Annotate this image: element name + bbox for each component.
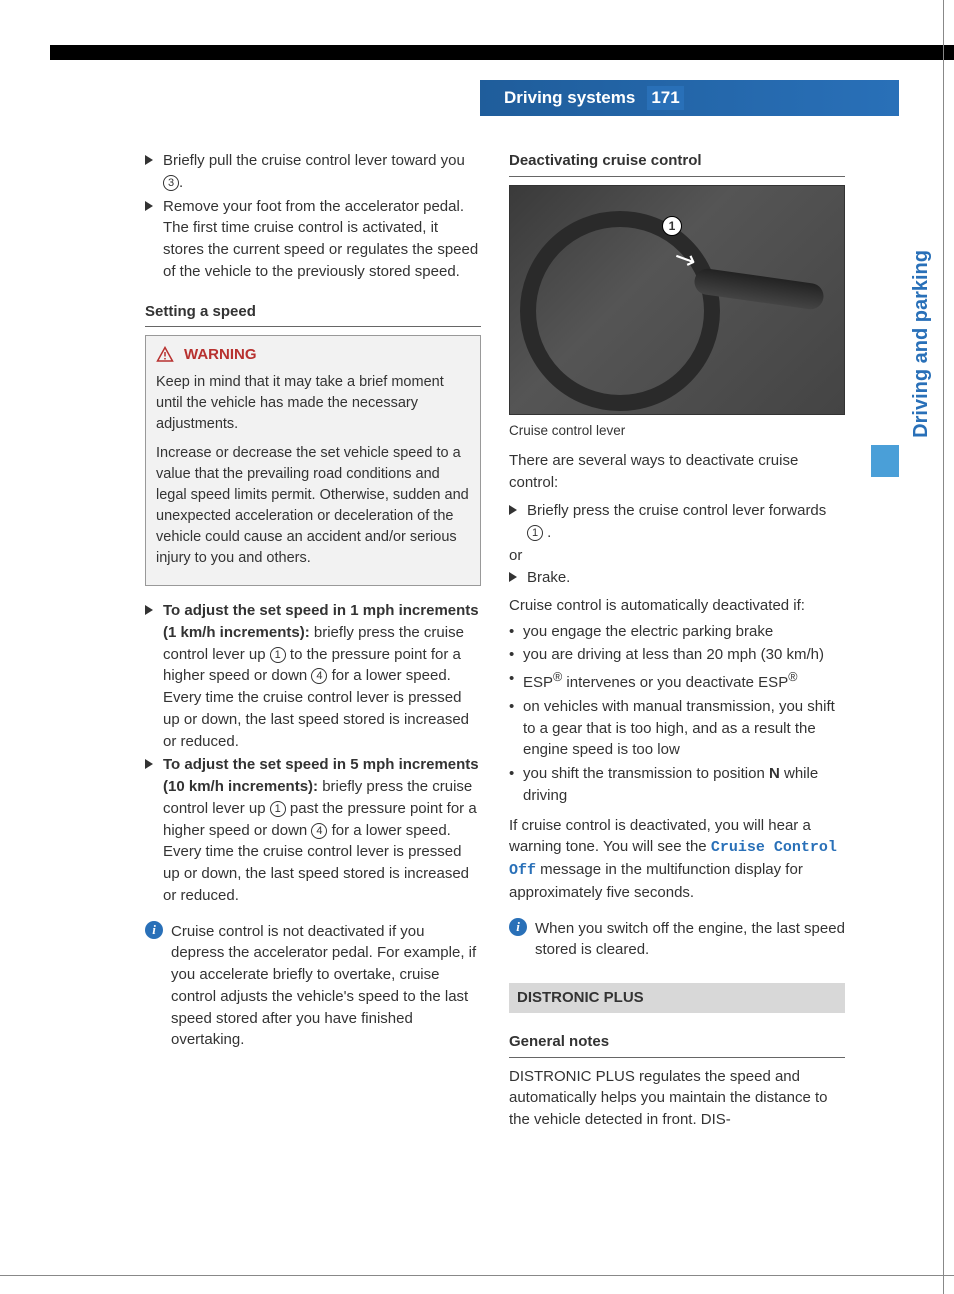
info-text: When you switch off the engine, the last… (535, 918, 845, 962)
step-item: Briefly press the cruise control lever f… (509, 500, 845, 544)
body-text: There are several ways to deactivate cru… (509, 450, 845, 494)
callout-ref: 1 (527, 525, 543, 541)
figure-image: 1 ↘ (509, 185, 845, 415)
callout-ref: 1 (270, 801, 286, 817)
warning-title: WARNING (156, 344, 470, 366)
warning-text: Increase or decrease the set vehicle spe… (156, 443, 470, 569)
warning-icon (156, 346, 174, 364)
step-item: Briefly pull the cruise control lever to… (145, 150, 481, 194)
warning-text: Keep in mind that it may take a brief mo… (156, 372, 470, 435)
figure-caption: Cruise control lever (509, 421, 845, 441)
crop-mark (0, 1275, 954, 1276)
figure-callout: 1 (662, 216, 682, 236)
body-text: or (509, 545, 845, 567)
info-icon: i (509, 918, 527, 936)
list-item: on vehicles with manual transmission, yo… (509, 696, 845, 761)
section-heading: DISTRONIC PLUS (509, 983, 845, 1013)
chapter-tab: Driving and parking (907, 250, 936, 438)
content-area: Briefly pull the cruise control lever to… (145, 150, 845, 1131)
page-number: 171 (647, 86, 683, 111)
step-item: To adjust the set speed in 1 mph increme… (145, 600, 481, 752)
info-icon: i (145, 921, 163, 939)
crop-mark (943, 0, 944, 1294)
info-note: i Cruise control is not deactivated if y… (145, 921, 481, 1052)
info-note: i When you switch off the engine, the la… (509, 918, 845, 962)
left-column: Briefly pull the cruise control lever to… (145, 150, 481, 1131)
top-bar (50, 45, 954, 60)
list-item: you are driving at less than 20 mph (30 … (509, 644, 845, 666)
callout-ref: 1 (270, 647, 286, 663)
step-item: Remove your foot from the accelerator pe… (145, 196, 481, 283)
callout-ref: 4 (311, 823, 327, 839)
list-item: ESP® intervenes or you deactivate ESP® (509, 668, 845, 694)
body-text: Cruise control is automatically deactiva… (509, 595, 845, 617)
page-header: Driving systems 171 (480, 80, 899, 116)
right-column: Deactivating cruise control 1 ↘ Cruise c… (509, 150, 845, 1131)
step-item: To adjust the set speed in 5 mph increme… (145, 754, 481, 906)
body-text: If cruise control is deactivated, you wi… (509, 815, 845, 904)
body-text: DISTRONIC PLUS regulates the speed and a… (509, 1066, 845, 1131)
list-item: you shift the transmission to position N… (509, 763, 845, 807)
warning-box: WARNING Keep in mind that it may take a … (145, 335, 481, 586)
callout-ref: 4 (311, 668, 327, 684)
subheading: General notes (509, 1031, 845, 1058)
list-item: you engage the electric parking brake (509, 621, 845, 643)
section-title: Driving systems (504, 86, 635, 111)
chapter-marker (871, 445, 899, 477)
subheading: Deactivating cruise control (509, 150, 845, 177)
callout-ref: 3 (163, 175, 179, 191)
info-text: Cruise control is not deactivated if you… (171, 921, 481, 1052)
subheading: Setting a speed (145, 301, 481, 328)
step-item: Brake. (509, 567, 845, 589)
